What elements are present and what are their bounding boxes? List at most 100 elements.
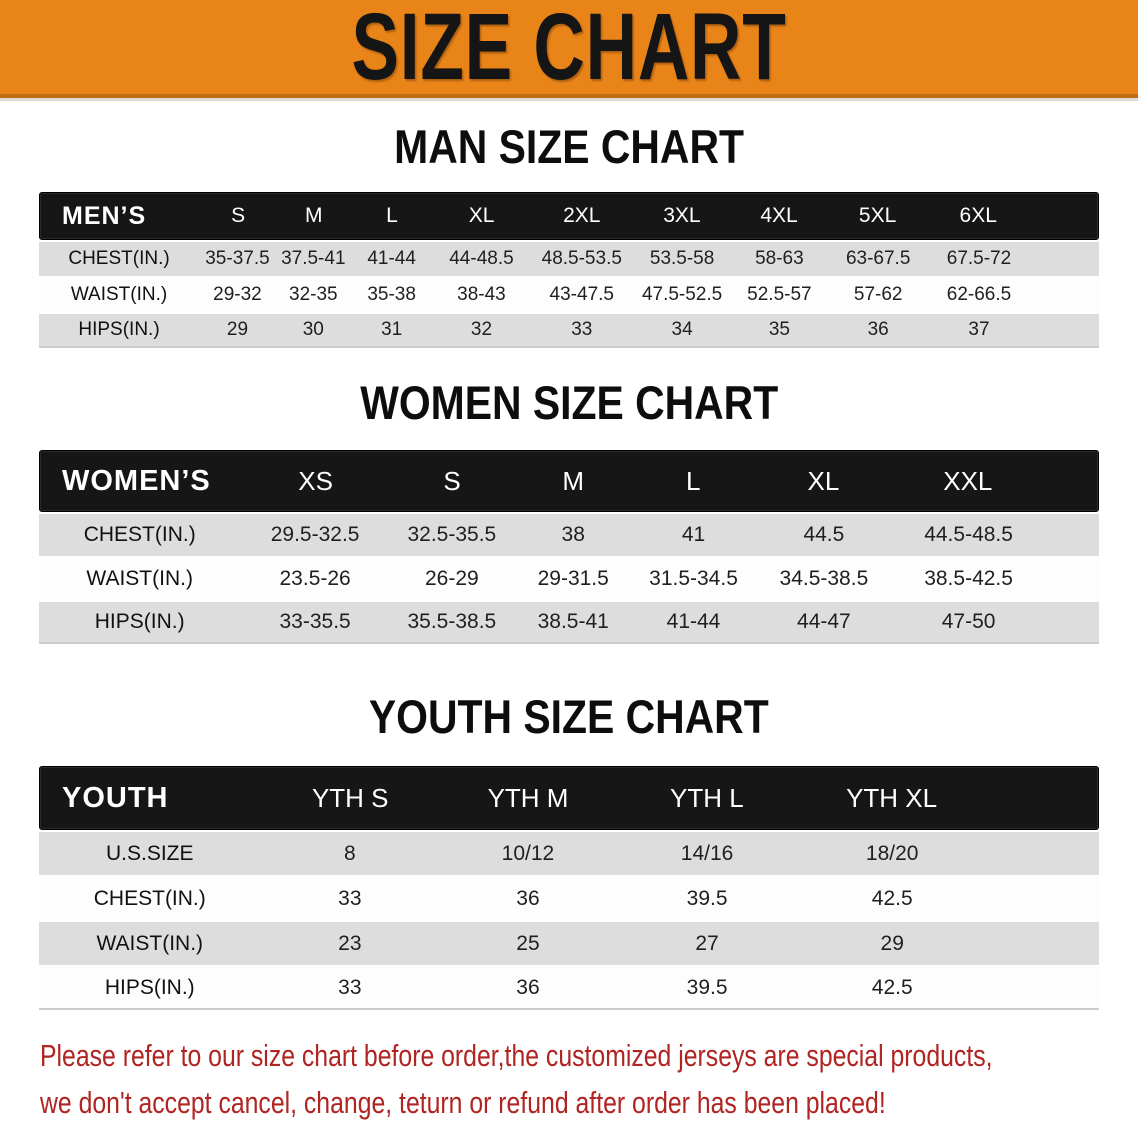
men-heading-text: MAN SIZE CHART bbox=[394, 120, 744, 173]
men-row-label-2: HIPS(IN.) bbox=[78, 319, 160, 340]
men-data-row-2: HIPS(IN.) 29 30 31 32 33 34 35 36 37 bbox=[39, 314, 1099, 348]
men-row-1-value-6: 52.5-57 bbox=[747, 284, 812, 305]
men-size-header-7: 5XL bbox=[858, 204, 897, 227]
youth-row-label-1: CHEST(IN.) bbox=[93, 886, 206, 910]
youth-row-2-value-1: 25 bbox=[516, 931, 540, 955]
banner-title: SIZE CHART bbox=[351, 0, 787, 98]
disclaimer-line-1-text: Please refer to our size chart before or… bbox=[40, 1038, 993, 1073]
youth-row-1-value-0: 33 bbox=[338, 886, 362, 910]
youth-size-header-1: YTH M bbox=[487, 782, 569, 813]
youth-row-0-value-0: 8 bbox=[343, 841, 356, 865]
women-row-0-value-3: 41 bbox=[681, 523, 706, 546]
youth-header-label: YOUTH bbox=[62, 781, 169, 814]
women-row-2-value-2: 38.5-41 bbox=[537, 610, 609, 633]
women-header-row: WOMEN’S XS S M L XL XXL bbox=[39, 450, 1099, 512]
youth-row-0-value-3: 18/20 bbox=[865, 841, 919, 865]
youth-row-2-value-0: 23 bbox=[338, 931, 362, 955]
men-row-2-value-5: 34 bbox=[671, 319, 693, 340]
disclaimer-line-2: we don't accept cancel, change, teturn o… bbox=[40, 1079, 1138, 1126]
women-header-label: WOMEN’S bbox=[62, 464, 211, 497]
men-row-0-value-7: 63-67.5 bbox=[845, 248, 911, 269]
disclaimer-line-1: Please refer to our size chart before or… bbox=[40, 1032, 1138, 1079]
men-row-0-value-0: 35-37.5 bbox=[205, 248, 270, 269]
youth-row-1-value-2: 39.5 bbox=[686, 886, 728, 910]
women-size-header-3: L bbox=[686, 465, 701, 496]
women-row-label-0: CHEST(IN.) bbox=[83, 523, 196, 546]
men-row-0-value-5: 53.5-58 bbox=[649, 248, 715, 269]
women-row-label-2: HIPS(IN.) bbox=[94, 610, 185, 633]
youth-heading: YOUTH SIZE CHART bbox=[0, 690, 1138, 743]
women-row-0-value-0: 29.5-32.5 bbox=[270, 523, 360, 546]
youth-row-1-value-1: 36 bbox=[516, 886, 540, 910]
youth-row-3-value-1: 36 bbox=[516, 975, 540, 999]
women-size-header-4: XL bbox=[807, 465, 840, 496]
women-heading: WOMEN SIZE CHART bbox=[0, 379, 1138, 426]
women-size-header-1: S bbox=[443, 465, 461, 496]
youth-data-row-1: CHEST(IN.) 33 36 39.5 42.5 bbox=[39, 877, 1099, 920]
men-row-2-value-6: 35 bbox=[768, 319, 790, 340]
men-size-header-6: 4XL bbox=[760, 204, 798, 227]
men-row-1-value-4: 43-47.5 bbox=[549, 284, 614, 305]
youth-row-1-value-3: 42.5 bbox=[871, 886, 913, 910]
men-row-2-value-4: 33 bbox=[571, 319, 593, 340]
youth-row-2-value-2: 27 bbox=[695, 931, 719, 955]
men-row-0-value-2: 41-44 bbox=[367, 248, 416, 269]
youth-row-3-value-0: 33 bbox=[338, 975, 362, 999]
men-row-label-0: CHEST(IN.) bbox=[68, 248, 170, 269]
women-row-0-value-4: 44.5 bbox=[803, 523, 845, 546]
youth-row-label-2: WAIST(IN.) bbox=[96, 931, 204, 955]
men-row-2-value-0: 29 bbox=[226, 319, 249, 340]
women-row-0-value-5: 44.5-48.5 bbox=[924, 523, 1013, 546]
youth-data-row-2: WAIST(IN.) 23 25 27 29 bbox=[39, 922, 1099, 965]
women-row-1-value-2: 29-31.5 bbox=[537, 567, 609, 590]
youth-size-header-2: YTH L bbox=[669, 782, 744, 813]
men-row-0-value-3: 44-48.5 bbox=[449, 248, 514, 269]
youth-row-3-value-3: 42.5 bbox=[871, 975, 913, 999]
men-row-1-value-3: 38-43 bbox=[457, 284, 506, 305]
youth-heading-text: YOUTH SIZE CHART bbox=[369, 690, 769, 743]
men-size-header-1: M bbox=[305, 204, 323, 227]
men-size-header-4: 2XL bbox=[563, 204, 601, 227]
women-row-label-1: WAIST(IN.) bbox=[86, 567, 193, 590]
men-row-1-value-7: 57-62 bbox=[853, 284, 903, 305]
men-size-header-5: 3XL bbox=[663, 204, 701, 227]
banner: SIZE CHART bbox=[0, 0, 1138, 98]
men-header-label: MEN’S bbox=[62, 201, 147, 230]
men-row-1-value-8: 62-66.5 bbox=[946, 284, 1012, 305]
women-row-1-value-0: 23.5-26 bbox=[279, 567, 351, 590]
men-header-row: MEN’S S M L XL 2XL 3XL 4XL 5XL 6XL bbox=[39, 192, 1099, 240]
men-section: MAN SIZE CHART MEN’S S M L XL 2XL 3XL 4XL 5XL 6XL… bbox=[0, 120, 1138, 348]
youth-data-row-3: HIPS(IN.) 33 36 39.5 42.5 bbox=[39, 967, 1099, 1010]
youth-row-0-value-2: 14/16 bbox=[680, 841, 734, 865]
women-row-1-value-3: 31.5-34.5 bbox=[649, 567, 738, 590]
women-data-row-2: HIPS(IN.) 33-35.5 35.5-38.5 38.5-41 41-44 44-… bbox=[39, 602, 1099, 644]
men-size-header-2: L bbox=[386, 204, 398, 227]
women-section: WOMEN SIZE CHART WOMEN’S XS S M L XL XXL CHEST(… bbox=[0, 379, 1138, 644]
disclaimer-line-2-text: we don't accept cancel, change, teturn o… bbox=[40, 1085, 886, 1120]
youth-section: YOUTH SIZE CHART YOUTH YTH S YTH M YTH L YTH… bbox=[0, 690, 1138, 1010]
women-data-row-1: WAIST(IN.) 23.5-26 26-29 29-31.5 31.5-34.5 34… bbox=[39, 558, 1099, 600]
women-row-1-value-5: 38.5-42.5 bbox=[924, 567, 1013, 590]
women-data-row-0: CHEST(IN.) 29.5-32.5 32.5-35.5 38 41 44.5 44.5… bbox=[39, 514, 1099, 556]
youth-size-table: YOUTH YTH S YTH M YTH L YTH XL U.S.SIZE 8 10/12… bbox=[39, 766, 1099, 1010]
women-row-2-value-1: 35.5-38.5 bbox=[407, 610, 497, 633]
women-size-header-0: XS bbox=[298, 465, 333, 496]
men-row-1-value-5: 47.5-52.5 bbox=[641, 284, 723, 305]
men-data-row-1: WAIST(IN.) 29-32 32-35 35-38 38-43 43-47.5 47.… bbox=[39, 278, 1099, 312]
women-size-header-5: XXL bbox=[943, 465, 993, 496]
men-row-2-value-8: 37 bbox=[968, 319, 990, 340]
men-row-label-1: WAIST(IN.) bbox=[70, 284, 168, 305]
women-row-2-value-5: 47-50 bbox=[941, 610, 996, 633]
women-row-1-value-1: 26-29 bbox=[424, 567, 479, 590]
men-row-2-value-3: 32 bbox=[470, 319, 493, 340]
men-row-0-value-4: 48.5-53.5 bbox=[541, 248, 622, 269]
men-row-1-value-0: 29-32 bbox=[213, 284, 262, 305]
youth-data-row-0: U.S.SIZE 8 10/12 14/16 18/20 bbox=[39, 832, 1099, 875]
women-size-table: WOMEN’S XS S M L XL XXL CHEST(IN.) 29.5-32.5 32.5… bbox=[39, 450, 1099, 644]
men-row-0-value-6: 58-63 bbox=[755, 248, 804, 269]
youth-row-2-value-3: 29 bbox=[880, 931, 904, 955]
men-row-1-value-2: 35-38 bbox=[367, 284, 416, 305]
women-row-2-value-3: 41-44 bbox=[666, 610, 721, 633]
youth-row-label-3: HIPS(IN.) bbox=[104, 975, 195, 999]
